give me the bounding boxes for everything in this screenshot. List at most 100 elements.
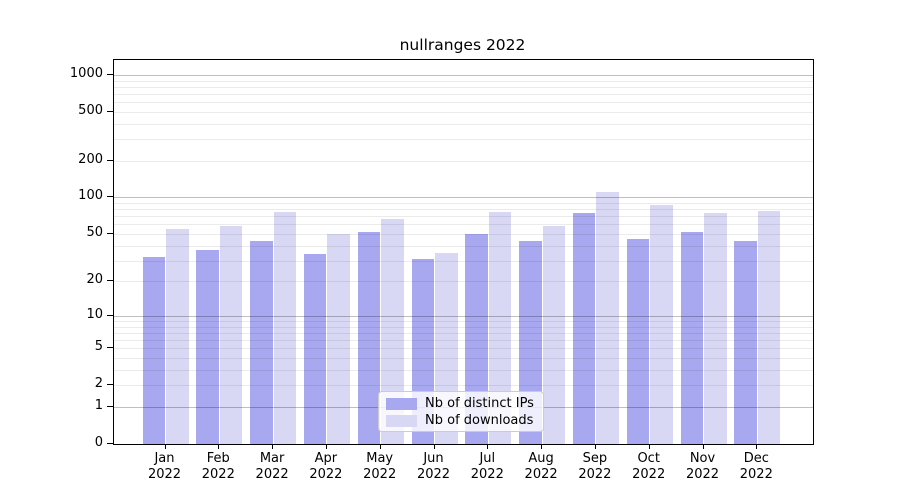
minor-gridline	[114, 86, 813, 88]
x-tick-mark	[379, 444, 381, 449]
y-axis-tick-label: 1000	[69, 65, 103, 81]
major-gridline	[114, 74, 813, 76]
bar-downloads	[542, 226, 566, 444]
minor-gridline	[114, 340, 813, 342]
legend-label-downloads: Nb of downloads	[425, 413, 534, 428]
x-tick-mark	[218, 444, 220, 449]
bar-downloads	[704, 212, 727, 444]
minor-gridline	[114, 281, 813, 283]
minor-gridline	[114, 93, 813, 95]
minor-gridline	[114, 385, 813, 387]
y-tick-mark	[107, 314, 113, 316]
y-tick-mark	[107, 280, 113, 282]
minor-gridline	[114, 245, 813, 247]
bar-distinct-ips	[572, 212, 596, 444]
minor-gridline	[114, 209, 813, 211]
legend-label-distinct-ips: Nb of distinct IPs	[425, 396, 534, 411]
x-tick-mark	[164, 444, 166, 449]
x-tick-mark	[433, 444, 435, 449]
minor-gridline	[114, 80, 813, 82]
x-axis-month-label: Nov 2022	[685, 451, 720, 482]
y-tick-mark	[107, 405, 113, 407]
legend: Nb of distinct IPs Nb of downloads	[378, 391, 544, 432]
x-tick-mark	[594, 444, 596, 449]
x-axis-month-label: May 2022	[363, 451, 397, 482]
minor-gridline	[114, 216, 813, 218]
legend-entry-distinct-ips: Nb of distinct IPs	[379, 396, 543, 412]
minor-gridline	[114, 139, 813, 141]
y-axis-tick-label: 1	[94, 397, 103, 413]
x-tick-mark	[325, 444, 327, 449]
minor-gridline	[114, 111, 813, 113]
y-tick-mark	[107, 110, 113, 112]
x-axis-month-label: Dec 2022	[739, 451, 773, 482]
y-axis-tick-label: 50	[86, 224, 103, 240]
minor-gridline	[114, 102, 813, 104]
y-tick-mark	[107, 159, 113, 161]
bar-distinct-ips	[196, 249, 219, 444]
bar-distinct-ips	[250, 240, 273, 444]
bar-distinct-ips	[734, 240, 757, 444]
minor-gridline	[114, 224, 813, 226]
minor-gridline	[114, 332, 813, 334]
bar-downloads	[219, 226, 243, 444]
x-axis-month-label: Oct 2022	[632, 451, 666, 482]
bar-distinct-ips	[142, 257, 165, 444]
y-axis-tick-label: 200	[78, 151, 103, 167]
y-tick-mark	[107, 196, 113, 198]
x-tick-mark	[272, 444, 274, 449]
x-axis-month-label: Aug 2022	[524, 451, 558, 482]
y-tick-mark	[107, 73, 113, 75]
x-tick-mark	[541, 444, 543, 449]
minor-gridline	[114, 321, 813, 322]
x-tick-mark	[702, 444, 704, 449]
major-gridline	[114, 197, 813, 199]
minor-gridline	[114, 358, 813, 360]
bar-downloads	[757, 210, 781, 444]
y-axis-tick-label: 500	[78, 102, 103, 118]
minor-gridline	[114, 260, 813, 262]
x-axis-month-label: Apr 2022	[309, 451, 343, 482]
major-gridline	[114, 315, 813, 317]
minor-gridline	[114, 160, 813, 162]
bar-distinct-ips	[680, 231, 703, 444]
x-axis-month-label: Feb 2022	[201, 451, 235, 482]
bar-downloads	[596, 192, 619, 444]
y-axis-tick-label: 2	[94, 376, 103, 392]
y-tick-mark	[107, 384, 113, 386]
x-axis-month-label: Jun 2022	[416, 451, 451, 482]
bar-distinct-ips	[303, 254, 327, 444]
minor-gridline	[114, 123, 813, 125]
y-axis-tick-label: 100	[78, 188, 103, 204]
legend-swatch-distinct-ips	[386, 398, 417, 410]
bar-downloads	[273, 211, 297, 444]
x-tick-mark	[487, 444, 489, 449]
x-axis-month-label: Jan 2022	[147, 451, 182, 482]
minor-gridline	[114, 326, 813, 328]
y-tick-mark	[107, 443, 113, 444]
y-axis-tick-label: 20	[86, 272, 103, 288]
y-tick-mark	[107, 347, 113, 349]
bar-downloads	[488, 211, 512, 444]
minor-gridline	[114, 203, 813, 205]
x-axis-month-label: Mar 2022	[255, 451, 289, 482]
plot-area	[113, 59, 814, 445]
minor-gridline	[114, 348, 813, 350]
y-tick-mark	[107, 232, 113, 234]
bar-downloads	[166, 228, 189, 444]
y-axis-tick-label: 5	[94, 339, 103, 355]
minor-gridline	[114, 369, 813, 371]
bar-distinct-ips	[626, 239, 650, 444]
x-axis-month-label: Sep 2022	[578, 451, 612, 482]
y-axis-tick-label: 0	[94, 435, 103, 450]
bar-downloads	[327, 233, 350, 444]
legend-swatch-downloads	[386, 415, 417, 427]
x-axis-month-label: Jul 2022	[470, 451, 504, 482]
chart-title: nullranges 2022	[399, 36, 526, 54]
x-tick-mark	[648, 444, 650, 449]
minor-gridline	[114, 233, 813, 235]
x-tick-mark	[756, 444, 758, 449]
bar-distinct-ips	[357, 231, 381, 444]
bar-downloads	[381, 218, 404, 444]
